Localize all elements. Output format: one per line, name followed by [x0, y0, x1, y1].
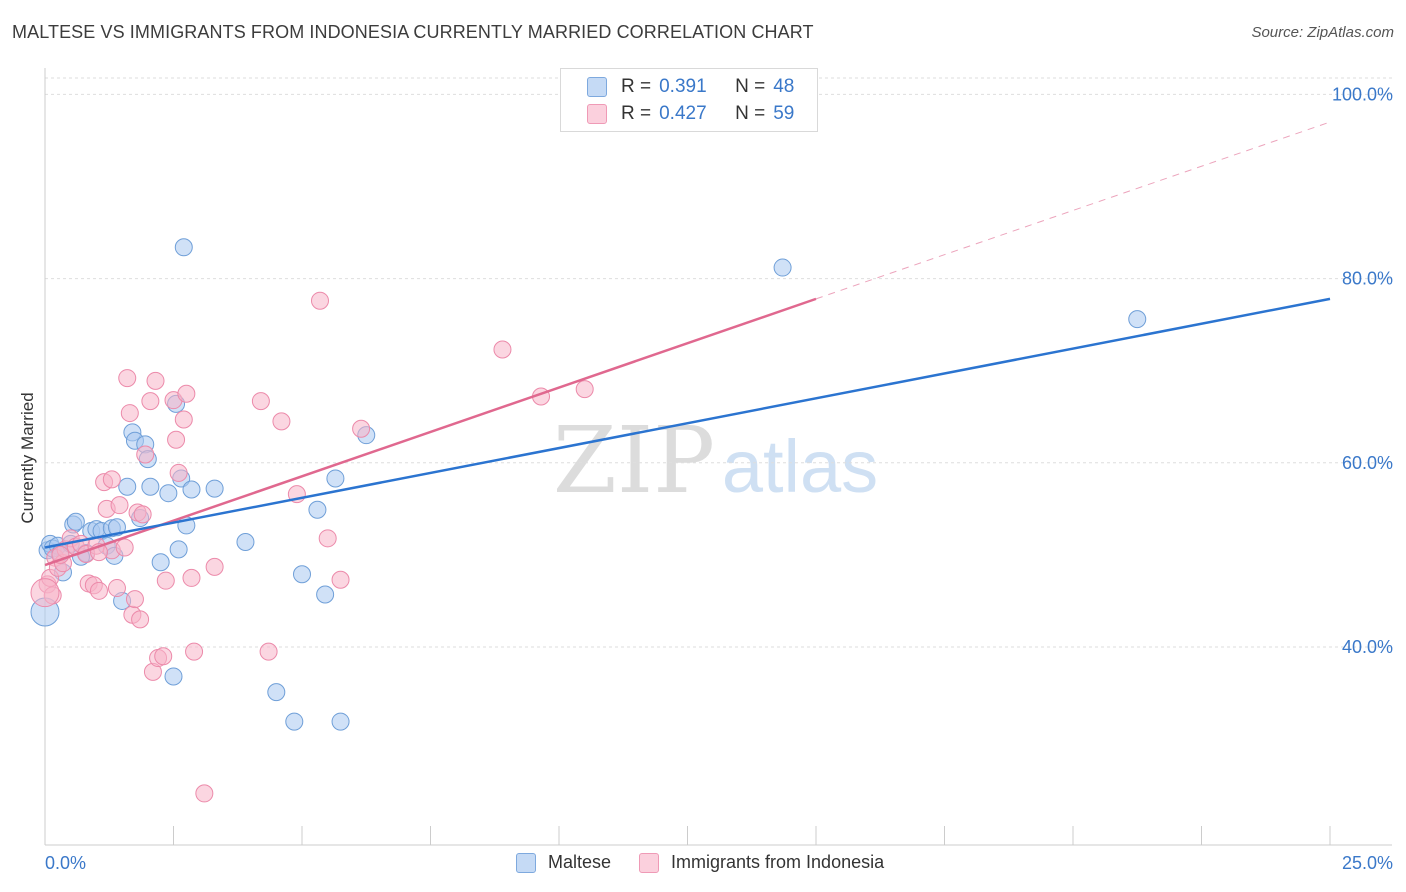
legend-n-value: 48: [773, 76, 795, 97]
series-swatch-maltese: [516, 852, 536, 873]
indonesia-trend-line: [44, 297, 817, 567]
indonesia-point: [89, 581, 108, 600]
indonesia-point: [182, 568, 201, 587]
maltese-point: [773, 258, 792, 277]
indonesia-point: [156, 571, 175, 590]
legend-swatch-indonesia: [587, 104, 607, 124]
indonesia-point: [174, 410, 193, 429]
maltese-point: [169, 540, 188, 559]
maltese-point: [164, 667, 183, 686]
y-tick-label: 40.0%: [1342, 637, 1393, 657]
indonesia-point: [318, 529, 337, 548]
maltese-point: [316, 585, 335, 604]
indonesia-point: [154, 647, 173, 666]
legend-n-value: 59: [773, 103, 795, 124]
series-label-maltese: Maltese: [548, 852, 612, 872]
maltese-point: [1128, 310, 1147, 329]
maltese-point: [285, 712, 304, 731]
indonesia-point: [146, 371, 165, 390]
y-tick-label: 100.0%: [1332, 84, 1393, 104]
indonesia-point: [352, 419, 371, 438]
indonesia-point: [120, 404, 139, 423]
indonesia-point: [141, 392, 160, 411]
indonesia-point: [125, 590, 144, 609]
indonesia-point: [493, 340, 512, 359]
legend-r-label: R =: [621, 76, 652, 97]
maltese-trend-line: [44, 297, 1331, 549]
series-swatch-indonesia: [639, 852, 660, 873]
maltese-point: [182, 480, 201, 499]
legend-row-maltese: R = 0.391 N = 48: [587, 74, 794, 100]
indonesia-point: [118, 369, 137, 388]
maltese-point: [66, 512, 85, 531]
series-legend: Maltese Immigrants from Indonesia: [516, 852, 912, 873]
indonesia-point: [30, 578, 60, 608]
indonesia-point: [195, 784, 214, 803]
indonesia-point: [177, 384, 196, 403]
legend-n-label: N =: [735, 103, 766, 124]
maltese-point: [159, 484, 178, 503]
indonesia-point: [102, 470, 121, 489]
legend-n-label: N =: [735, 76, 766, 97]
series-label-indonesia: Immigrants from Indonesia: [671, 852, 885, 872]
indonesia-point: [331, 570, 350, 589]
indonesia-point: [259, 642, 278, 661]
maltese-point: [267, 683, 286, 702]
maltese-point: [141, 477, 160, 496]
maltese-point: [174, 238, 193, 257]
x-tick-label: 25.0%: [1342, 853, 1393, 873]
maltese-point: [236, 533, 255, 552]
source-credit: Source: ZipAtlas.com: [1251, 24, 1394, 41]
maltese-point: [118, 477, 137, 496]
indonesia-point: [167, 430, 186, 449]
maltese-point: [293, 565, 311, 584]
maltese-point: [308, 500, 327, 519]
indonesia-trend-extension: [815, 121, 1331, 300]
watermark-zip: ZIP: [553, 407, 715, 514]
indonesia-point: [131, 610, 150, 629]
indonesia-point: [251, 392, 270, 411]
indonesia-point: [185, 642, 204, 661]
maltese-point: [326, 469, 345, 488]
maltese-point: [151, 553, 170, 572]
indonesia-point: [115, 538, 134, 557]
series-legend-indonesia: Immigrants from Indonesia: [639, 852, 884, 873]
legend-r-label: R =: [621, 103, 652, 124]
watermark-atlas: atlas: [722, 425, 878, 508]
x-tick-label: 0.0%: [45, 853, 86, 873]
legend-r-value: 0.427: [659, 103, 707, 124]
y-tick-label: 80.0%: [1342, 269, 1393, 289]
chart-title: MALTESE VS IMMIGRANTS FROM INDONESIA CUR…: [12, 22, 814, 42]
maltese-point: [331, 712, 350, 731]
indonesia-point: [205, 557, 224, 576]
stats-legend: R = 0.391 N = 48 R = 0.427 N = 59: [560, 68, 818, 132]
indonesia-point: [133, 505, 152, 524]
legend-swatch-maltese: [587, 77, 607, 97]
indonesia-point: [575, 380, 594, 399]
indonesia-point: [110, 496, 129, 515]
series-legend-maltese: Maltese: [516, 852, 611, 873]
legend-row-indonesia: R = 0.427 N = 59: [587, 101, 794, 127]
indonesia-point: [169, 463, 188, 482]
maltese-point: [205, 479, 224, 498]
indonesia-point: [272, 412, 291, 431]
indonesia-point: [310, 291, 329, 310]
indonesia-point: [107, 579, 126, 598]
legend-r-value: 0.391: [659, 76, 707, 97]
indonesia-point: [136, 445, 155, 464]
y-tick-label: 60.0%: [1342, 453, 1393, 473]
